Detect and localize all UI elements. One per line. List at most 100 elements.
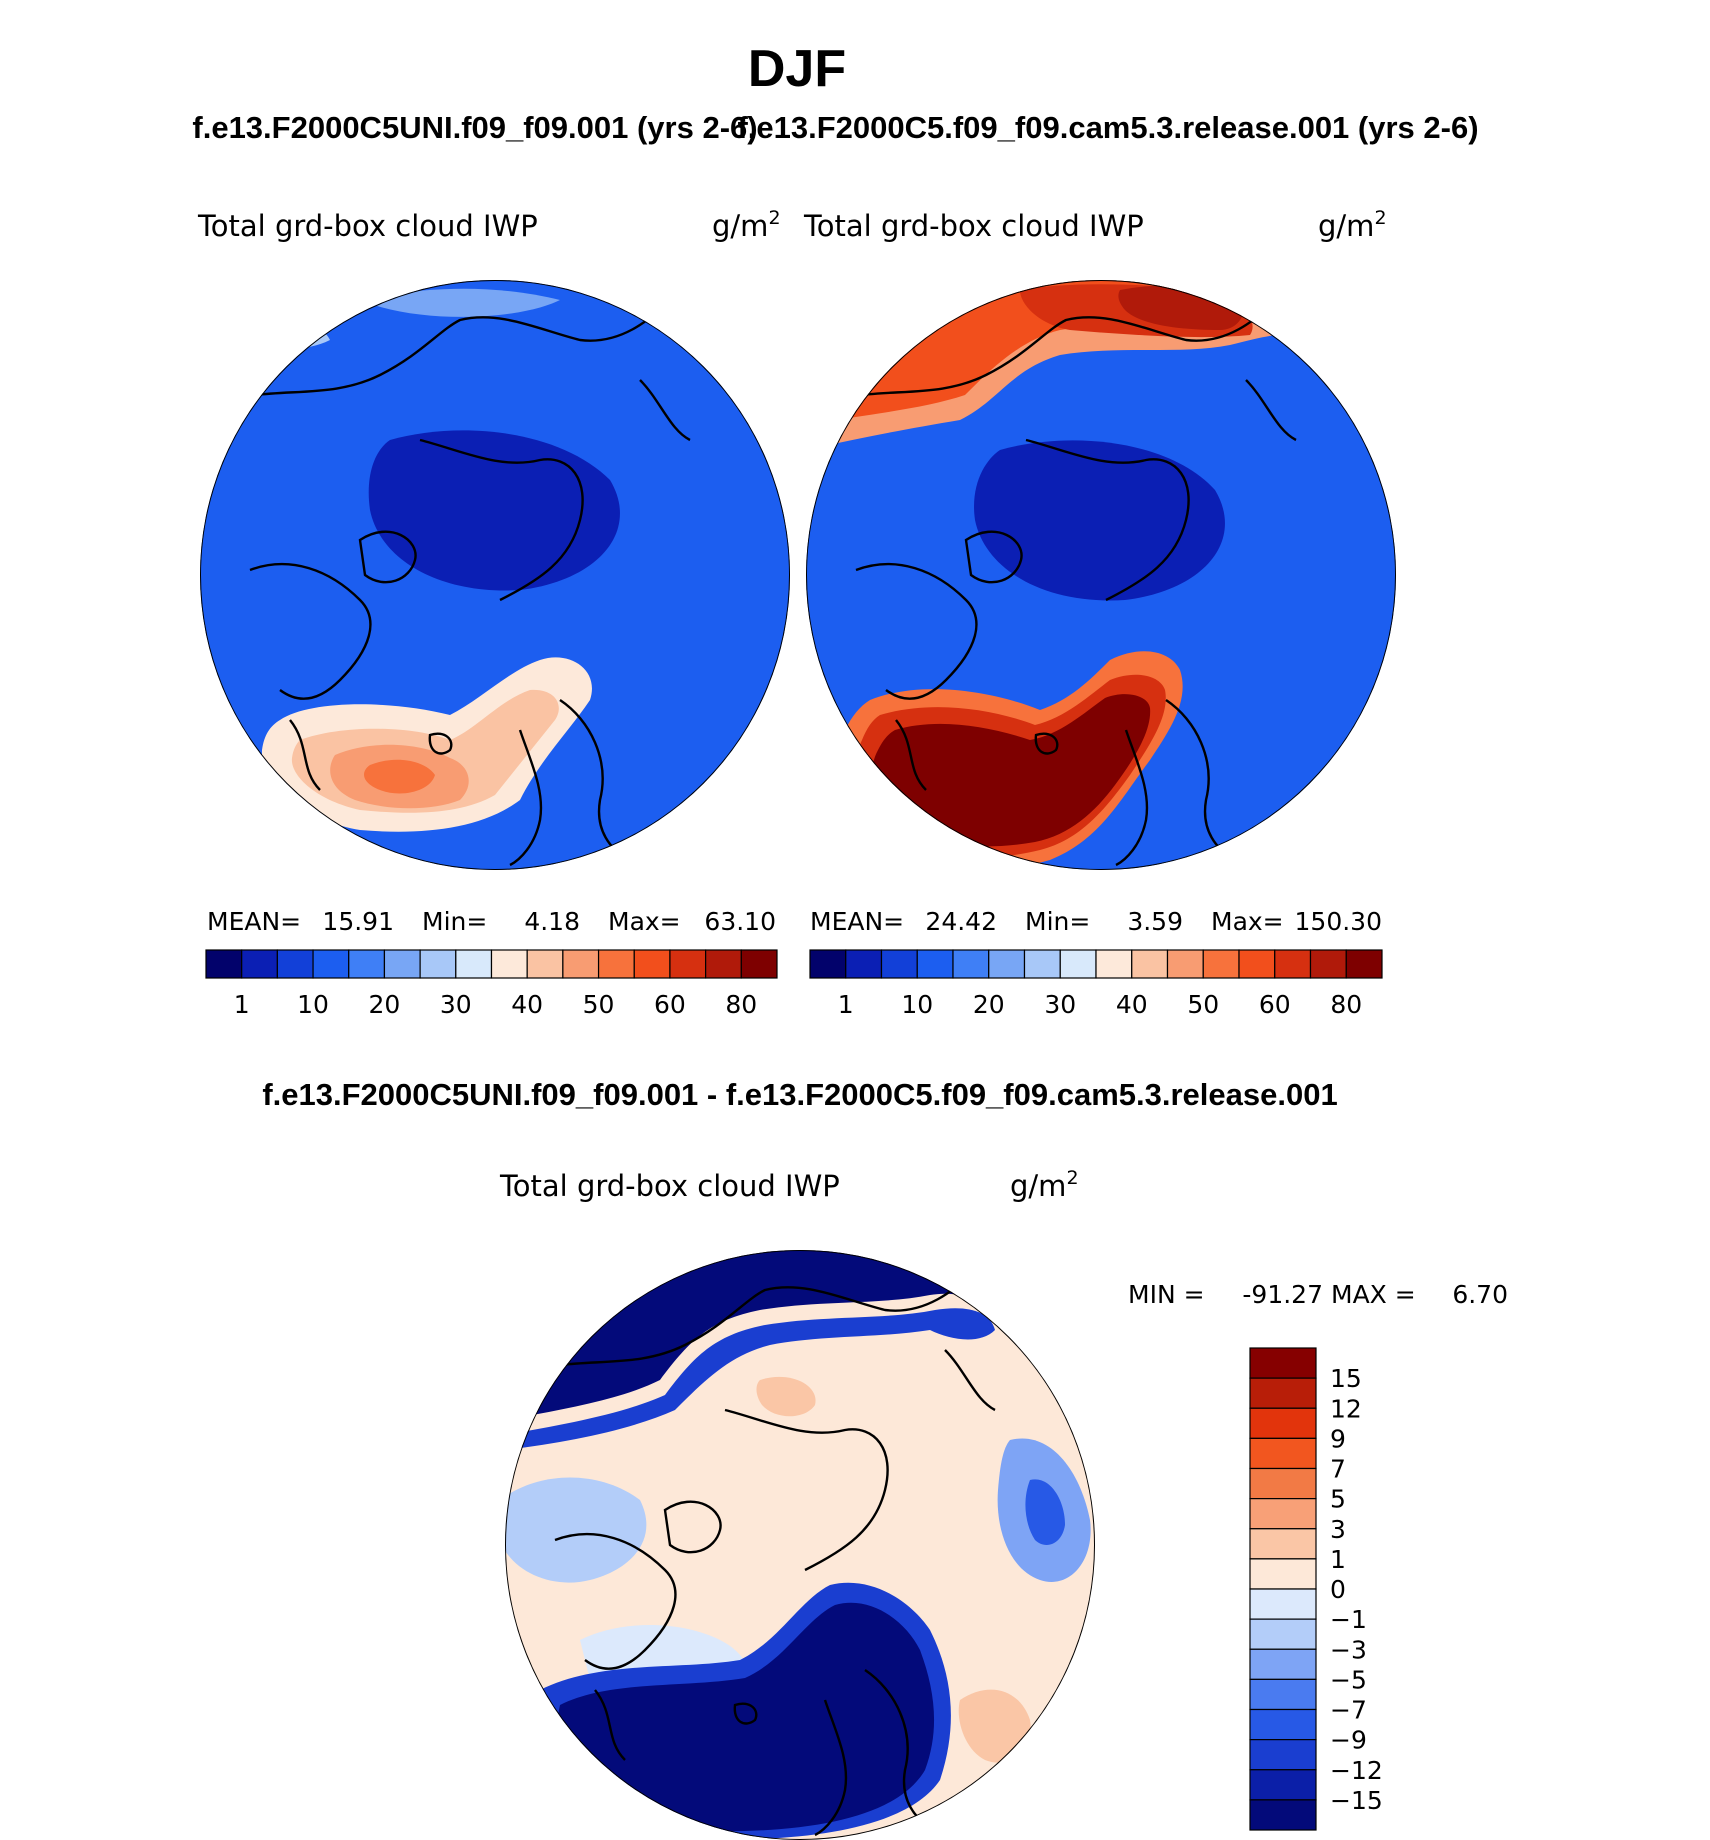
panel2-stats-mean-value: 24.42	[925, 907, 997, 936]
panel1-colorbar-box	[241, 949, 278, 979]
panel1-stats-min-label: Min=	[422, 907, 487, 936]
panel2-colorbar-box	[880, 949, 918, 979]
diff-colorbar-tick-label: 1	[1330, 1545, 1346, 1574]
panel2-stats-mean-label: MEAN=	[810, 907, 904, 936]
panel1-colorbar-box	[669, 949, 707, 979]
panel1-colorbar-box	[419, 949, 457, 979]
panel1-colorbar-box	[597, 949, 635, 979]
diff-arctic-positive	[756, 1376, 816, 1417]
diff-canada-negative	[505, 1477, 647, 1583]
panel2-stats-max-label: Max=	[1211, 907, 1284, 936]
panel2-colorbar-tick-label: 1	[838, 990, 854, 1019]
diff-stats-max-value: 6.70	[1452, 1280, 1508, 1309]
diff-colorbar-box	[1249, 1558, 1317, 1590]
panel1-stats-min-value: 4.18	[524, 907, 580, 936]
panel1-polar-low-region	[368, 430, 620, 591]
panel1-stats-max-label: Max=	[608, 907, 681, 936]
panel1-pacific-band-inner	[360, 288, 560, 317]
panel2-variable-label: Total grd-box cloud IWP	[803, 209, 1144, 243]
panel2-colorbar-box	[988, 949, 1026, 979]
panel1-colorbar-box	[740, 949, 778, 979]
panel1-colorbar: 1 10 20 30 40 50 60 80	[205, 949, 778, 1019]
diff-variable-label: Total grd-box cloud IWP	[499, 1169, 840, 1203]
panel-difference: Total grd-box cloud IWP g/m2	[499, 1167, 1508, 1840]
panel2-colorbar-box	[1023, 949, 1061, 979]
panel2-map	[806, 280, 1396, 870]
panel2-polar-low-region	[974, 440, 1225, 601]
diff-colorbar-box	[1249, 1437, 1317, 1470]
diff-colorbar-tick-label: 9	[1330, 1424, 1346, 1453]
panel1-coastlines	[249, 299, 691, 867]
panel1-colorbar-box	[312, 949, 350, 979]
diff-colorbar-tick-label: 7	[1330, 1455, 1346, 1484]
panel2-colorbar-box	[809, 949, 847, 979]
diff-colorbar-box	[1249, 1588, 1317, 1620]
panel2-colorbar-tick-label: 20	[973, 990, 1005, 1019]
panel2-colorbar-box	[916, 949, 954, 979]
panel1-colorbar-box	[205, 949, 243, 979]
panel2-title: f.e13.F2000C5.f09_f09.cam5.3.release.001…	[737, 110, 1478, 145]
panel2-colorbar-box	[1274, 949, 1312, 979]
panel1-colorbar-tick-label: 30	[440, 990, 472, 1019]
panel1-colorbar-box	[490, 949, 528, 979]
panel1-colorbar-tick-label: 40	[511, 990, 543, 1019]
diff-colorbar-box	[1249, 1769, 1317, 1801]
panel1-stats-mean-value: 15.91	[322, 907, 394, 936]
diff-colorbar-tick-label: −5	[1330, 1665, 1367, 1694]
panel1-units-label: g/m2	[712, 207, 781, 243]
panel2-colorbar-box	[952, 949, 990, 979]
panel2-colorbar-tick-label: 50	[1187, 990, 1219, 1019]
panel2-colorbar-box	[1131, 949, 1169, 979]
diff-colorbar-tick-label: −1	[1330, 1605, 1367, 1634]
panel1-stats-max-value: 63.10	[704, 907, 776, 936]
diff-colorbar-box	[1249, 1498, 1317, 1530]
diff-colorbar-tick-label: 0	[1330, 1575, 1346, 1604]
panel2-colorbar-box	[1166, 949, 1204, 979]
diff-colorbar-tick-label: −12	[1330, 1756, 1383, 1785]
panel2-colorbar-box	[1345, 949, 1383, 979]
diff-atlantic-core	[557, 1602, 935, 1832]
panel1-map	[200, 280, 790, 870]
diff-map	[505, 1250, 1095, 1840]
diff-stats-min-value: -91.27	[1242, 1280, 1323, 1309]
diff-colorbar-box	[1249, 1618, 1317, 1650]
panel1-colorbar-box	[348, 949, 386, 979]
panel2-colorbar-box	[1095, 949, 1133, 979]
diff-colorbar-tick-label: −15	[1330, 1786, 1383, 1815]
panel1-colorbar-box	[383, 949, 421, 979]
panel2-stats-min-label: Min=	[1025, 907, 1090, 936]
panel1-colorbar-box	[705, 949, 742, 979]
diff-units-label: g/m2	[1010, 1167, 1079, 1203]
diff-colorbar-box	[1249, 1708, 1317, 1741]
panel2-stats-max-value: 150.30	[1295, 907, 1382, 936]
diff-colorbar-tick-label: −9	[1330, 1726, 1367, 1755]
panel1-colorbar-box	[455, 949, 493, 979]
panel2-colorbar-box	[1309, 949, 1347, 979]
panel1-colorbar-tick-label: 80	[725, 990, 757, 1019]
diff-colorbar-box	[1249, 1739, 1317, 1771]
diff-colorbar-box	[1249, 1467, 1317, 1500]
panel-2: Total grd-box cloud IWP g/m2	[803, 207, 1396, 1019]
diff-colorbar-box	[1249, 1407, 1317, 1439]
diff-colorbar-box	[1249, 1678, 1317, 1711]
panel2-colorbar: 1 10 20 30 40 50 60 80	[809, 949, 1383, 1019]
panel2-colorbar-tick-label: 60	[1259, 990, 1291, 1019]
panel2-colorbar-tick-label: 80	[1330, 990, 1362, 1019]
panel2-colorbar-tick-label: 10	[901, 990, 933, 1019]
diff-stats-max-label: MAX =	[1331, 1280, 1416, 1309]
diff-stats-min-label: MIN =	[1128, 1280, 1205, 1309]
diff-scandinavia-positive	[958, 1689, 1031, 1763]
diff-colorbar-tick-label: −7	[1330, 1696, 1367, 1725]
diff-colorbar-tick-label: 12	[1330, 1394, 1362, 1423]
diff-colorbar-box	[1249, 1347, 1317, 1379]
panel2-colorbar-box	[845, 949, 883, 979]
diff-colorbar-tick-label: 5	[1330, 1485, 1346, 1514]
diff-colorbar-box	[1249, 1648, 1317, 1680]
season-title: DJF	[748, 40, 846, 98]
diff-colorbar-tick-label: 15	[1330, 1364, 1362, 1393]
panel2-coastlines	[855, 299, 1297, 867]
diff-colorbar-tick-label: −3	[1330, 1635, 1367, 1664]
diff-east-negative-core	[1025, 1479, 1065, 1545]
